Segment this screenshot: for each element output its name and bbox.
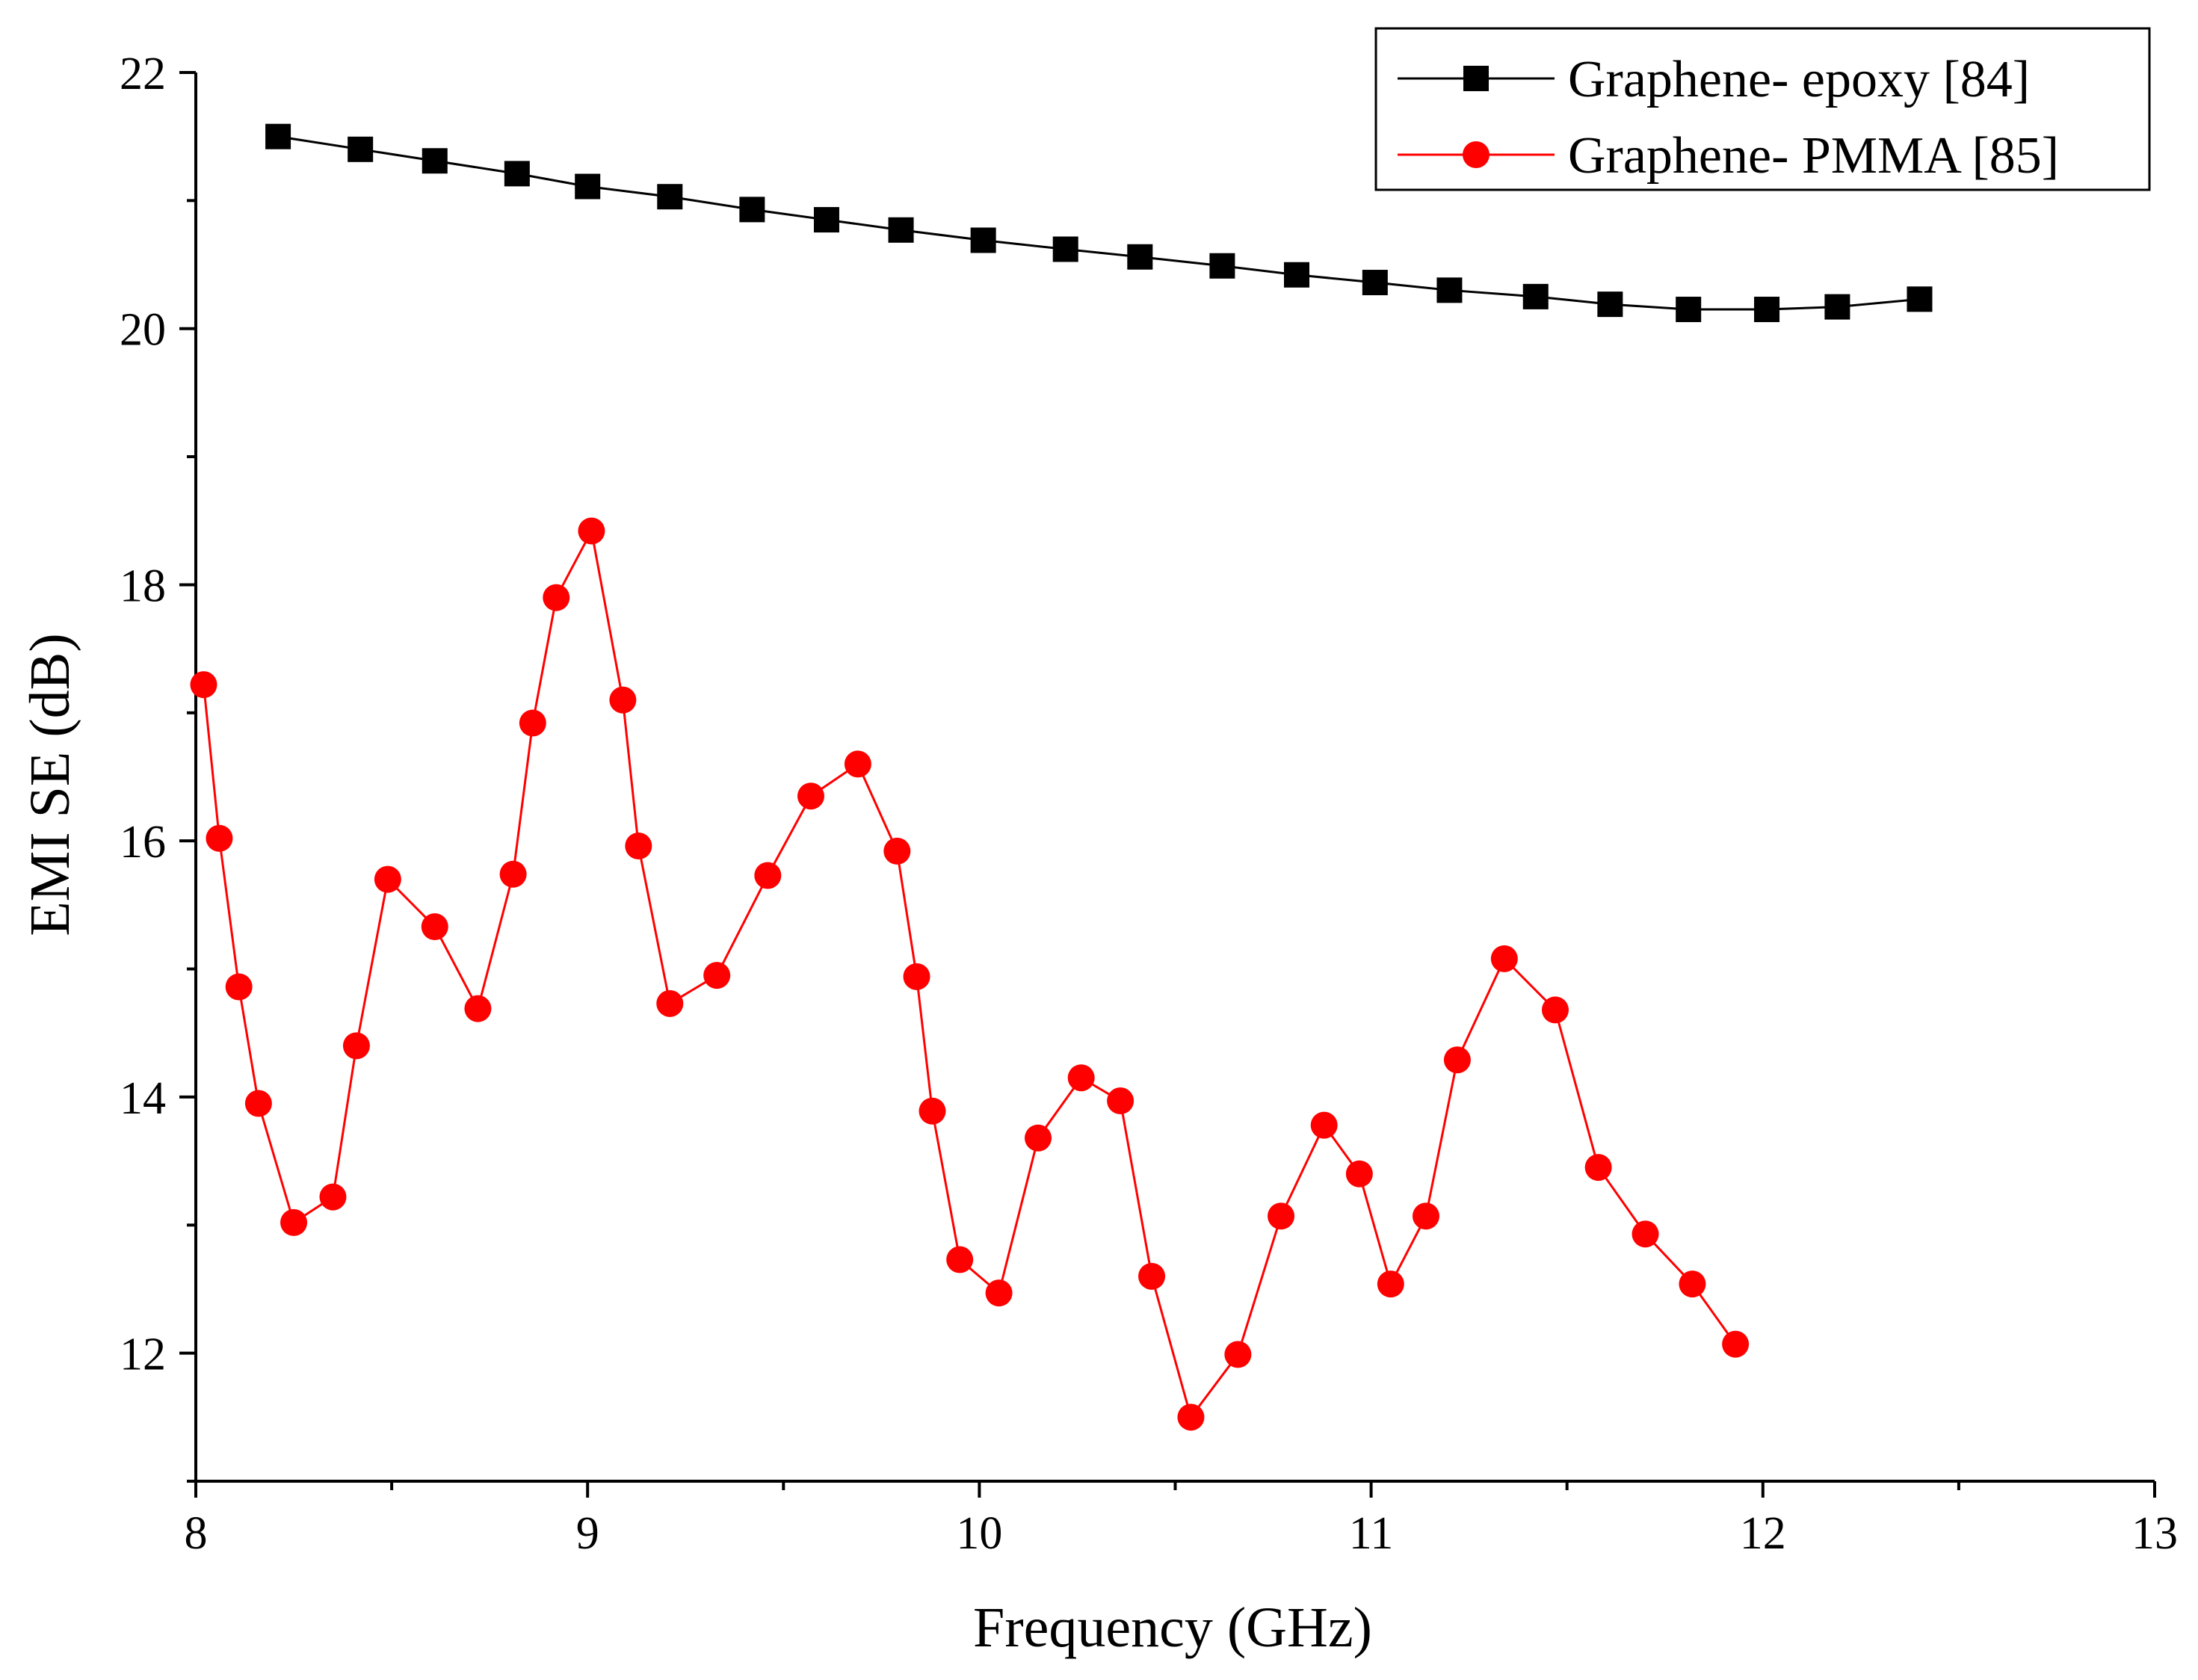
data-point — [1907, 286, 1933, 312]
data-point — [1824, 294, 1850, 320]
data-point — [657, 184, 683, 210]
data-point — [970, 227, 996, 253]
data-point — [1284, 262, 1310, 288]
data-point — [1138, 1262, 1166, 1290]
data-point — [1067, 1064, 1095, 1092]
legend-marker — [1463, 141, 1489, 168]
data-point — [575, 173, 601, 200]
data-point — [578, 517, 605, 545]
series-line — [202, 527, 1737, 1420]
data-point — [1268, 1202, 1295, 1230]
y-tick-label: 20 — [120, 305, 166, 356]
data-point — [543, 584, 570, 611]
data-point — [1127, 244, 1153, 270]
data-point — [1345, 1160, 1373, 1188]
data-point — [374, 865, 401, 893]
data-point — [1209, 253, 1235, 279]
data-point — [1025, 1124, 1052, 1152]
series-1 — [265, 123, 1933, 323]
data-point — [1722, 1330, 1750, 1358]
y-tick-label: 12 — [120, 1330, 166, 1380]
x-tick-label: 8 — [185, 1508, 208, 1559]
data-point — [1584, 1154, 1612, 1182]
data-point — [190, 671, 217, 699]
data-point — [1443, 1046, 1471, 1074]
data-point — [1754, 297, 1780, 323]
data-point — [1436, 277, 1463, 303]
data-point — [280, 1208, 308, 1236]
data-point — [1052, 236, 1078, 262]
data-point — [754, 862, 782, 889]
legend-entry: Graphene- PMMA [85] — [1398, 127, 2059, 185]
y-tick-label: 18 — [120, 560, 166, 611]
legend-entry: Graphene- epoxy [84] — [1398, 51, 2030, 108]
data-point — [797, 782, 824, 810]
legend-label: Graphene- epoxy [84] — [1568, 51, 2030, 108]
axis-ticks: 8 9 10 11 12 13 12 14 16 18 20 22 — [120, 49, 2178, 1559]
data-point — [319, 1183, 347, 1211]
series-layer — [190, 123, 1933, 1431]
data-point — [265, 123, 291, 149]
data-point — [703, 962, 731, 989]
legend: Graphene- epoxy [84] Graphene- PMMA [85] — [1374, 27, 2151, 191]
data-point — [739, 197, 765, 223]
legend-marker — [1463, 66, 1489, 91]
data-point — [422, 148, 448, 174]
data-point — [1412, 1202, 1439, 1230]
x-tick-label: 11 — [1349, 1508, 1394, 1559]
data-point — [1679, 1270, 1706, 1298]
data-point — [1522, 283, 1549, 309]
data-point — [206, 824, 233, 852]
data-point — [1107, 1087, 1134, 1115]
series-line — [277, 135, 1920, 311]
legend-box — [1374, 27, 2151, 191]
x-tick-label: 12 — [1740, 1508, 1786, 1559]
data-point — [1631, 1220, 1659, 1248]
x-tick-label: 10 — [956, 1508, 1002, 1559]
data-point — [919, 1097, 946, 1125]
data-point — [985, 1279, 1013, 1307]
data-point — [464, 995, 492, 1022]
data-point — [348, 136, 374, 162]
x-axis-title: Frequency (GHz) — [973, 1596, 1372, 1659]
data-point — [1490, 945, 1518, 972]
data-point — [1224, 1341, 1252, 1368]
data-point — [421, 912, 448, 940]
data-point — [813, 207, 839, 233]
data-point — [903, 963, 930, 990]
data-point — [1362, 270, 1388, 296]
data-point — [883, 837, 911, 865]
data-point — [225, 973, 253, 1001]
y-tick-label: 22 — [120, 49, 166, 99]
data-point — [1597, 291, 1623, 318]
data-point — [1676, 297, 1702, 323]
y-axis-title: EMI SE (dB) — [19, 633, 81, 936]
y-tick-label: 14 — [120, 1073, 166, 1124]
y-tick-label: 16 — [120, 817, 166, 868]
data-point — [519, 709, 546, 737]
data-point — [504, 161, 530, 187]
data-point — [844, 750, 871, 778]
data-point — [625, 833, 652, 860]
data-point — [1177, 1403, 1205, 1431]
series-2 — [190, 517, 1750, 1431]
axes — [194, 72, 2155, 1483]
data-point — [499, 860, 527, 888]
data-point — [656, 989, 684, 1017]
data-point — [1377, 1270, 1404, 1298]
x-tick-label: 9 — [576, 1508, 599, 1559]
data-point — [946, 1246, 974, 1273]
legend-label: Graphene- PMMA [85] — [1568, 127, 2059, 185]
data-point — [1541, 996, 1569, 1024]
data-point — [342, 1032, 370, 1060]
x-tick-label: 13 — [2131, 1508, 2178, 1559]
data-point — [244, 1090, 272, 1117]
data-point — [888, 217, 914, 243]
data-point — [609, 686, 637, 714]
data-point — [1310, 1111, 1338, 1139]
